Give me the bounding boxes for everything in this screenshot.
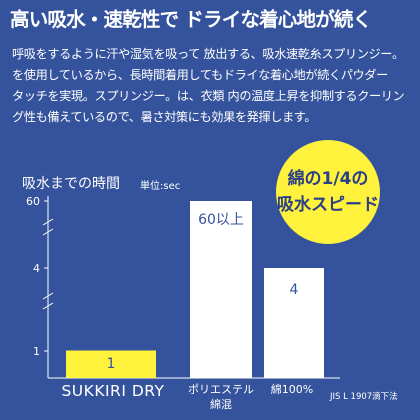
category-label-polyester: ポリエステル 綿混 xyxy=(176,382,266,412)
callout-line-1: 綿の1/4の xyxy=(287,169,369,189)
axis-break xyxy=(42,292,54,300)
bar xyxy=(264,268,324,378)
chart-title: 吸水までの時間 xyxy=(22,176,120,192)
description-line: 呼吸をするように汗や湿気を吸って 放出する、吸水速乾糸スプリンジー。 xyxy=(12,47,404,61)
category-label-sukkiri: SUKKIRI DRY xyxy=(61,382,165,400)
axis-break xyxy=(42,228,54,236)
category-label-cotton: 綿100% xyxy=(270,383,314,396)
description-line: グ性も備えているので、暑さ対策にも効果を発揮します。 xyxy=(12,110,317,124)
chart-unit: 単位:sec xyxy=(140,181,181,192)
bar-value-label: 1 xyxy=(107,356,116,372)
description-line: を使用しているから、長時間着用してもドライな着心地が続くパウダー xyxy=(12,68,388,82)
bar-value-label: 60以上 xyxy=(198,212,244,228)
headline: 高い吸水・速乾性で ドライな着心地が続く xyxy=(10,8,372,31)
bar xyxy=(66,350,156,378)
description-line: タッチを実現。スプリンジー。は、衣類 内の温度上昇を抑制するクーリン xyxy=(12,89,405,103)
y-tick-label: 60 xyxy=(26,195,40,208)
y-tick-label: 1 xyxy=(33,345,40,358)
bar-value-label: 4 xyxy=(290,282,299,298)
bar xyxy=(190,201,252,378)
callout-line-2: 吸水スピード xyxy=(277,195,379,215)
description-text: 呼吸をするように汗や湿気を吸って 放出する、吸水速乾糸スプリンジー。 を使用して… xyxy=(12,44,412,128)
category-label-line: ポリエステル xyxy=(188,383,254,396)
category-label-line: 綿混 xyxy=(210,398,232,411)
callout-badge: 綿の1/4の 吸水スピード xyxy=(276,140,380,244)
axis-break xyxy=(42,218,54,226)
axis-break xyxy=(42,302,54,310)
y-tick-label: 4 xyxy=(33,262,40,275)
test-method-note: JIS L 1907滴下法 xyxy=(330,392,398,402)
